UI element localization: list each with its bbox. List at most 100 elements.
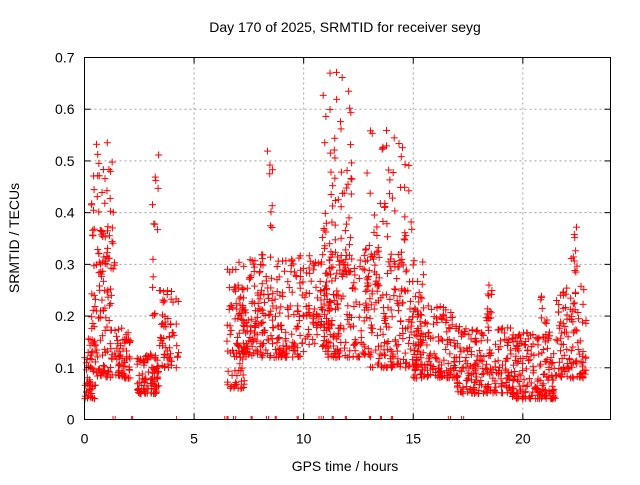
data-point (144, 352, 152, 360)
data-point (467, 362, 475, 370)
data-point (160, 362, 168, 370)
data-point (257, 305, 265, 313)
data-point (502, 367, 510, 375)
data-point (368, 253, 376, 261)
data-point (379, 330, 387, 338)
data-point (509, 338, 517, 346)
data-point (489, 374, 497, 382)
data-point (167, 350, 175, 358)
data-point (343, 166, 351, 174)
data-point (235, 258, 243, 266)
data-point (420, 370, 428, 378)
data-point (410, 340, 418, 348)
data-point (87, 386, 95, 394)
data-point (392, 342, 400, 350)
data-point (338, 273, 346, 281)
data-point (158, 311, 166, 319)
data-point (563, 360, 571, 368)
data-point (380, 310, 388, 318)
data-point (572, 268, 580, 276)
data-point (473, 356, 481, 364)
data-point (285, 284, 293, 292)
data-point (519, 360, 527, 368)
data-point (504, 354, 512, 362)
data-point (98, 296, 106, 304)
data-point (149, 369, 157, 377)
data-point (553, 297, 561, 305)
data-point (527, 350, 535, 358)
data-point (385, 258, 393, 266)
data-point (496, 343, 504, 351)
data-point (427, 305, 435, 313)
data-point (281, 350, 289, 358)
data-point (525, 357, 533, 365)
data-point (432, 354, 440, 362)
data-point (323, 314, 331, 322)
data-point (307, 277, 315, 285)
data-point (299, 311, 307, 319)
data-point (570, 257, 578, 265)
data-point (326, 256, 334, 264)
data-point (380, 364, 388, 372)
data-point (98, 231, 106, 239)
data-point (168, 287, 176, 295)
data-point (95, 159, 103, 167)
data-point (144, 368, 152, 376)
data-point (289, 338, 297, 346)
data-point (427, 371, 435, 379)
data-point (402, 268, 410, 276)
data-point (261, 312, 269, 320)
data-point (548, 395, 556, 403)
data-point (233, 305, 241, 313)
data-point (349, 353, 357, 361)
data-point (350, 341, 358, 349)
data-point (401, 183, 409, 191)
data-point (509, 361, 517, 369)
data-point (398, 144, 406, 152)
data-point (298, 339, 306, 347)
data-point (579, 352, 587, 360)
data-point (93, 140, 101, 148)
data-point (453, 372, 461, 380)
data-point (318, 306, 326, 314)
data-point (469, 386, 477, 394)
data-point (549, 376, 557, 384)
data-point (502, 378, 510, 386)
data-point (288, 257, 296, 265)
data-point (504, 374, 512, 382)
data-point (276, 309, 284, 317)
data-point (487, 314, 495, 322)
data-point (334, 253, 342, 261)
data-point (450, 362, 458, 370)
data-point (357, 327, 365, 335)
data-point (277, 303, 285, 311)
data-point (96, 313, 104, 321)
data-point (471, 379, 479, 387)
plot-frame (84, 57, 611, 420)
data-point (233, 372, 241, 380)
data-point (406, 278, 414, 286)
data-point (312, 283, 320, 291)
data-point (267, 332, 275, 340)
data-point (334, 345, 342, 353)
data-point (477, 377, 485, 385)
data-point (360, 251, 368, 259)
data-point (464, 375, 472, 383)
data-point (524, 335, 532, 343)
y-tick-label: 0.6 (55, 101, 75, 117)
data-point (257, 286, 265, 294)
data-point (263, 349, 271, 357)
y-tick-labels: 0 0.1 0.2 0.3 0.4 0.5 0.6 0.7 (55, 50, 75, 428)
data-point (466, 343, 474, 351)
data-point (229, 266, 237, 274)
data-point (267, 307, 275, 315)
data-point (383, 339, 391, 347)
data-point (88, 200, 96, 208)
data-point (465, 372, 473, 380)
data-point (395, 140, 403, 148)
data-point (534, 335, 542, 343)
data-point (333, 269, 341, 277)
data-point (379, 304, 387, 312)
data-point (383, 142, 391, 150)
data-point (385, 166, 393, 174)
